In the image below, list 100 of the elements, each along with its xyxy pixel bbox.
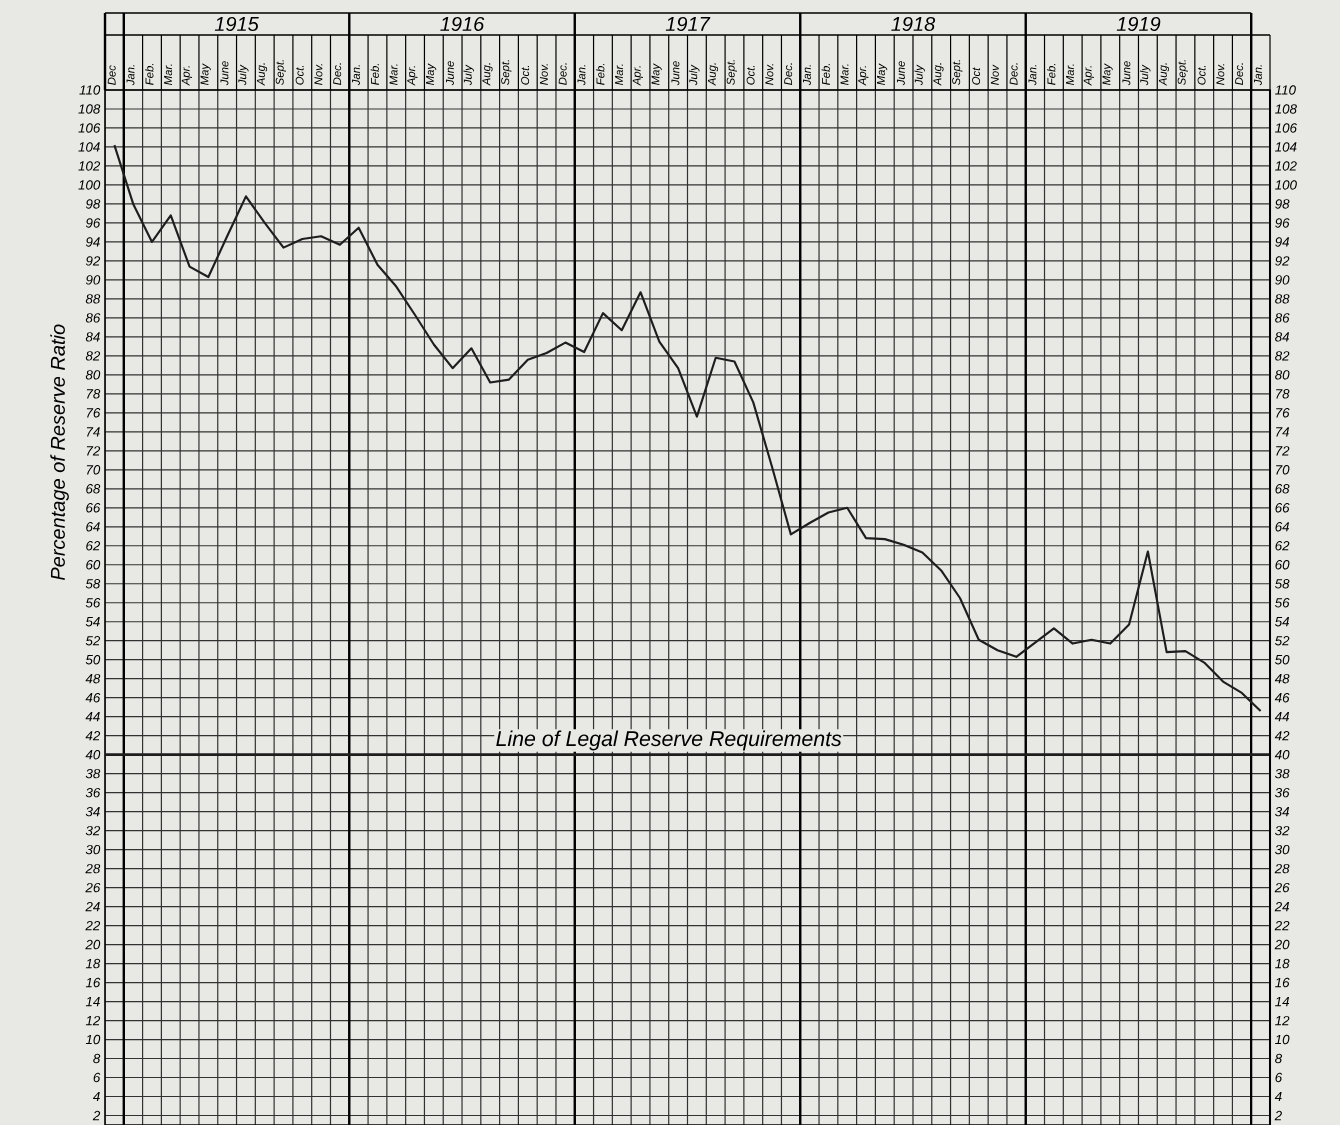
y-tick-label: 60 bbox=[86, 560, 101, 570]
x-tick-label: Feb. bbox=[1047, 63, 1056, 85]
y2-tick-label: 60 bbox=[1275, 560, 1290, 570]
y2-tick-label: 52 bbox=[1275, 636, 1290, 646]
x-tick-label: July bbox=[1139, 64, 1151, 86]
y2-tick-label: 32 bbox=[1275, 825, 1290, 836]
y2-tick-label: 74 bbox=[1276, 427, 1290, 437]
y2-tick-label: 40 bbox=[1274, 749, 1290, 760]
y-tick-label: 12 bbox=[85, 1015, 101, 1026]
x-tick-label: June bbox=[896, 61, 905, 86]
x-tick-label: Oct. bbox=[295, 65, 304, 85]
y2-tick-label: 78 bbox=[1276, 389, 1290, 399]
x-tick-label: Apr. bbox=[858, 66, 869, 86]
y2-tick-label: 14 bbox=[1275, 996, 1290, 1007]
x-tick-label: Sept. bbox=[275, 60, 286, 85]
x-tick-label: Dec bbox=[107, 65, 116, 85]
y2-tick-label: 30 bbox=[1275, 844, 1290, 855]
x-tick-label: Aug. bbox=[1158, 63, 1170, 86]
y-tick-label: 10 bbox=[85, 1034, 101, 1045]
y-tick-label: 18 bbox=[85, 958, 101, 969]
y2-tick-label: 26 bbox=[1274, 882, 1290, 893]
y-tick-label: 32 bbox=[85, 825, 101, 836]
y-tick-label: 34 bbox=[85, 806, 100, 817]
y-tick-label: 20 bbox=[85, 939, 101, 950]
y2-tick-label: 68 bbox=[1275, 484, 1290, 494]
y-tick-label: 98 bbox=[85, 199, 101, 209]
x-tick-label: June bbox=[446, 61, 454, 86]
y2-tick-label: 8 bbox=[1275, 1053, 1283, 1064]
y-tick-label: 74 bbox=[86, 427, 100, 437]
y2-tick-label: 90 bbox=[1275, 275, 1290, 285]
y-tick-label: 42 bbox=[85, 731, 101, 741]
x-tick-label: Jan. bbox=[1028, 65, 1037, 86]
x-tick-label: Aug. bbox=[707, 63, 719, 86]
x-tick-label: Dec. bbox=[1235, 63, 1244, 85]
y-tick-label: 86 bbox=[85, 313, 101, 323]
y2-tick-label: 16 bbox=[1275, 977, 1290, 988]
x-tick-label: July bbox=[463, 64, 475, 86]
x-tick-label: Feb. bbox=[145, 63, 154, 85]
y-tick-label: 26 bbox=[85, 882, 101, 893]
y-tick-label: 70 bbox=[86, 465, 101, 475]
x-tick-label: Nov. bbox=[765, 64, 774, 85]
y2-tick-label: 20 bbox=[1274, 939, 1290, 950]
y-tick-label: 78 bbox=[86, 389, 101, 399]
x-tick-label: Apr. bbox=[181, 66, 192, 86]
y-tick-label: 14 bbox=[85, 996, 100, 1007]
y2-tick-label: 92 bbox=[1275, 256, 1290, 266]
y-tick-label: 90 bbox=[85, 275, 101, 285]
x-tick-label: Jan. bbox=[1253, 65, 1262, 86]
x-tick-label: Apr. bbox=[632, 66, 643, 86]
y-tick-label: 38 bbox=[85, 768, 101, 779]
y-tick-label: 30 bbox=[85, 844, 101, 855]
x-tick-label: Apr. bbox=[407, 66, 418, 86]
text: 1916 bbox=[440, 16, 485, 32]
x-tick-label: Oct. bbox=[521, 65, 530, 85]
y-tick-label: 80 bbox=[85, 370, 101, 380]
x-tick-label: June bbox=[1122, 61, 1131, 86]
x-tick-label: Dec. bbox=[1009, 63, 1018, 85]
x-tick-label: July bbox=[688, 64, 700, 86]
y-tick-label: 96 bbox=[85, 218, 101, 228]
y-tick-label: 52 bbox=[85, 636, 101, 646]
ref-line-label: Line of Legal Reserve Requirements bbox=[496, 730, 842, 751]
y2-tick-label: 94 bbox=[1275, 237, 1290, 247]
text: 1915 bbox=[214, 16, 259, 32]
y2-tick-label: 2 bbox=[1274, 1110, 1282, 1121]
y2-tick-label: 10 bbox=[1275, 1034, 1290, 1045]
y2-tick-label: 88 bbox=[1275, 294, 1290, 304]
x-tick-label: Mar. bbox=[164, 64, 173, 85]
x-tick-label: May bbox=[200, 63, 211, 85]
y2-tick-label: 82 bbox=[1275, 351, 1290, 361]
y2-tick-label: 104 bbox=[1275, 142, 1297, 152]
y-tick-label: 16 bbox=[85, 977, 101, 988]
y-tick-label: 108 bbox=[78, 104, 101, 114]
y2-tick-label: 28 bbox=[1274, 863, 1290, 874]
x-tick-label: May bbox=[1102, 63, 1113, 85]
x-tick-label: Jan. bbox=[803, 65, 811, 86]
x-tick-label: Dec. bbox=[333, 63, 342, 85]
y2-tick-label: 62 bbox=[1275, 541, 1290, 551]
x-tick-label: Sept. bbox=[952, 60, 963, 85]
y-tick-label: 82 bbox=[85, 351, 101, 361]
x-tick-label: Mar. bbox=[389, 64, 398, 85]
y-tick-label: 106 bbox=[78, 123, 101, 133]
y2-tick-label: 12 bbox=[1275, 1015, 1290, 1026]
y2-tick-label: 18 bbox=[1275, 958, 1290, 969]
x-tick-label: June bbox=[220, 61, 229, 86]
y-tick-label: 22 bbox=[85, 920, 101, 931]
y-tick-label: 92 bbox=[85, 256, 101, 266]
y2-tick-label: 56 bbox=[1275, 598, 1290, 608]
y2-tick-label: 108 bbox=[1275, 104, 1297, 114]
y2-tick-label: 58 bbox=[1275, 579, 1290, 589]
y-tick-label: 76 bbox=[86, 408, 101, 418]
y-tick-label: 64 bbox=[86, 522, 100, 532]
y-tick-label: 8 bbox=[93, 1053, 101, 1064]
y-tick-label: 46 bbox=[85, 692, 101, 703]
x-tick-label: Oct. bbox=[1197, 65, 1206, 85]
y2-tick-label: 102 bbox=[1275, 161, 1297, 171]
y-tick-label: 100 bbox=[78, 180, 101, 190]
y2-tick-label: 42 bbox=[1274, 731, 1290, 741]
y-tick-label: 58 bbox=[85, 579, 101, 589]
y2-tick-label: 22 bbox=[1274, 920, 1290, 931]
x-tick-label: Jan. bbox=[126, 65, 135, 86]
